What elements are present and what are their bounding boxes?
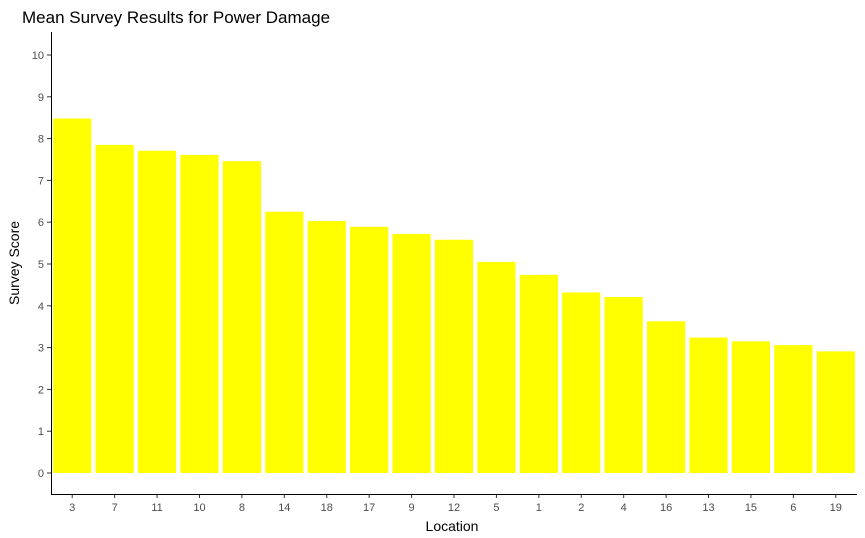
bar-location-5 [477, 261, 516, 473]
bar-location-10 [180, 154, 219, 473]
bar-location-17 [350, 226, 389, 473]
bar-location-14 [265, 211, 304, 473]
y-tick-label: 6 [38, 217, 44, 229]
x-tick-label: 18 [321, 502, 333, 514]
x-tick-label: 14 [278, 502, 290, 514]
x-tick-label: 1 [536, 502, 542, 514]
x-tick-label: 13 [702, 502, 714, 514]
x-tick-label: 10 [193, 502, 205, 514]
x-tick-label: 5 [493, 502, 499, 514]
y-tick-label: 3 [38, 343, 44, 355]
x-tick-label: 19 [830, 502, 842, 514]
bar-location-19 [816, 351, 855, 473]
bar-location-13 [689, 337, 728, 473]
y-tick-label: 8 [38, 134, 44, 146]
x-tick-label: 7 [112, 502, 118, 514]
bar-location-12 [434, 239, 474, 473]
y-axis-ticks: 0 1 2 3 4 5 6 7 8 9 10 [32, 50, 51, 480]
x-axis-ticks: 3 7 11 10 8 14 18 17 9 12 5 1 2 4 16 13 15 6 19 [69, 494, 842, 514]
y-tick-label: 2 [38, 384, 44, 396]
x-tick-label: 15 [745, 502, 757, 514]
y-tick-label: 7 [38, 175, 44, 187]
x-tick-label: 9 [409, 502, 415, 514]
x-tick-label: 12 [448, 502, 460, 514]
bar-location-4 [604, 297, 643, 473]
y-axis-label: Survey Score [6, 221, 22, 305]
y-tick-label: 10 [32, 50, 44, 62]
x-tick-label: 11 [151, 502, 162, 514]
x-tick-label: 16 [660, 502, 672, 514]
x-tick-label: 2 [578, 502, 584, 514]
x-tick-label: 8 [239, 502, 245, 514]
bar-location-18 [307, 220, 346, 473]
x-tick-label: 3 [69, 502, 75, 514]
bar-location-1 [519, 274, 558, 473]
x-axis-label: Location [426, 518, 479, 534]
bar-location-16 [647, 321, 686, 473]
y-tick-label: 5 [38, 259, 44, 271]
bar-location-2 [562, 292, 601, 473]
chart-title: Mean Survey Results for Power Damage [22, 8, 330, 27]
bar-location-15 [731, 341, 771, 473]
y-tick-label: 9 [38, 92, 44, 104]
x-tick-label: 6 [790, 502, 796, 514]
bar-location-9 [392, 233, 431, 473]
bar-location-3 [53, 118, 92, 473]
y-tick-label: 4 [38, 301, 44, 313]
x-tick-label: 4 [621, 502, 627, 514]
bars [53, 118, 855, 474]
bar-location-7 [95, 144, 134, 473]
bar-location-11 [137, 150, 177, 473]
bar-location-6 [774, 345, 813, 473]
x-tick-label: 17 [363, 502, 375, 514]
bar-location-8 [222, 161, 261, 474]
y-tick-label: 1 [38, 426, 44, 438]
y-tick-label: 0 [38, 468, 44, 480]
